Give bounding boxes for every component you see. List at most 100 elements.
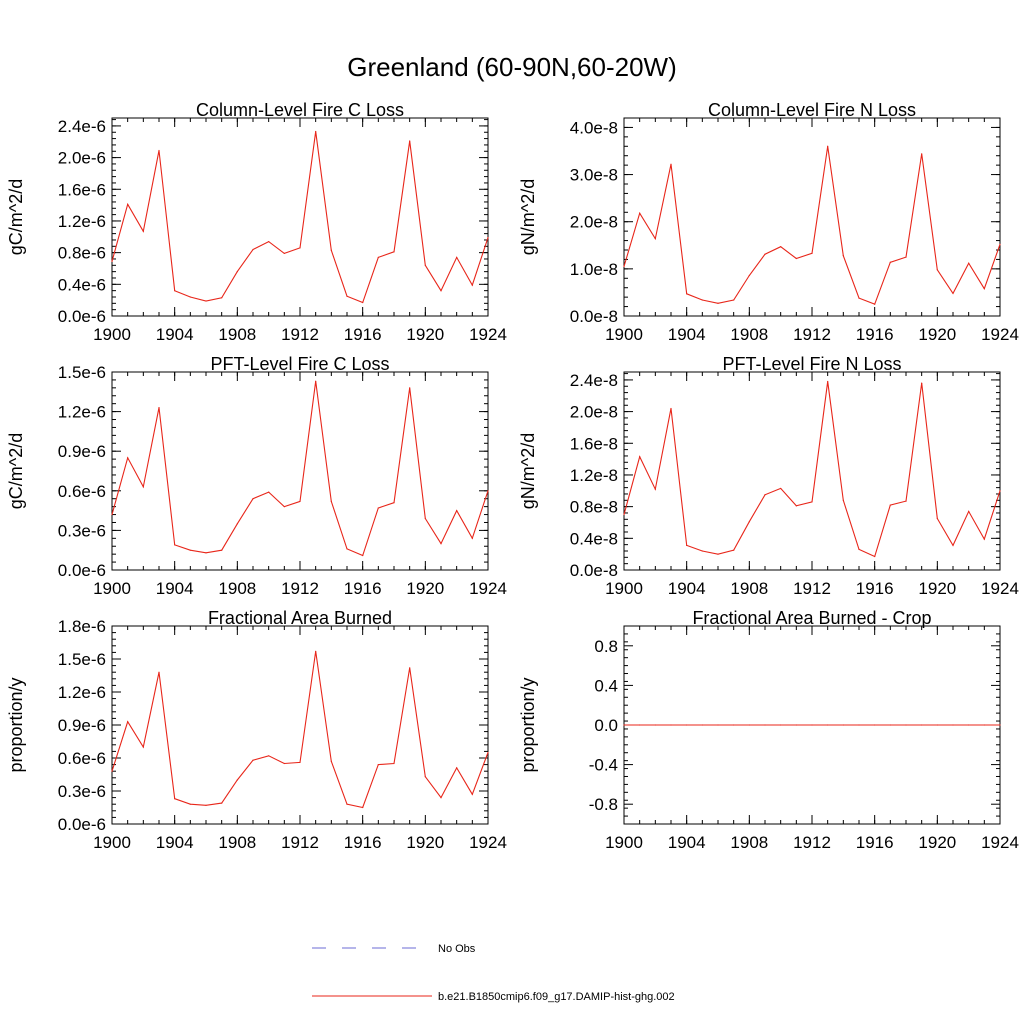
x-tick-label: 1924 xyxy=(469,579,507,598)
y-tick-label: 1.5e-6 xyxy=(58,650,106,669)
x-tick-label: 1924 xyxy=(981,325,1019,344)
data-point xyxy=(487,236,489,239)
data-point xyxy=(905,256,907,258)
data-point xyxy=(315,650,317,652)
data-point xyxy=(827,145,829,147)
y-axis-label: gC/m^2/d xyxy=(6,433,26,509)
data-point xyxy=(424,264,426,266)
y-tick-label: 0.3e-6 xyxy=(58,782,106,801)
x-tick-label: 1908 xyxy=(218,579,256,598)
y-tick-label: 2.0e-8 xyxy=(570,403,618,422)
y-tick-label: 1.0e-8 xyxy=(570,260,618,279)
data-point xyxy=(142,230,144,232)
data-point xyxy=(780,246,782,248)
data-point xyxy=(111,770,113,772)
data-point xyxy=(409,140,411,142)
y-tick-label: 0.0e-6 xyxy=(58,307,106,326)
series-line xyxy=(623,146,1001,305)
data-point xyxy=(393,502,395,504)
data-point xyxy=(889,504,891,506)
data-point xyxy=(842,255,844,257)
x-tick-label: 1916 xyxy=(344,833,382,852)
data-point xyxy=(889,261,891,263)
data-point xyxy=(921,153,923,155)
x-tick-label: 1904 xyxy=(668,325,706,344)
y-tick-label: 1.8e-6 xyxy=(58,617,106,636)
data-point xyxy=(764,724,766,726)
panel-title: PFT-Level Fire N Loss xyxy=(722,354,901,374)
data-point xyxy=(471,537,473,539)
data-point xyxy=(968,510,970,512)
data-point xyxy=(456,767,458,769)
data-point xyxy=(362,806,364,809)
data-point xyxy=(670,407,672,410)
data-point xyxy=(701,724,703,726)
data-point xyxy=(921,382,923,384)
data-point xyxy=(623,513,625,516)
panel-title: PFT-Level Fire C Loss xyxy=(210,354,389,374)
x-tick-label: 1924 xyxy=(981,833,1019,852)
data-point xyxy=(733,549,735,551)
x-tick-label: 1916 xyxy=(856,325,894,344)
data-point xyxy=(236,271,238,273)
data-point xyxy=(409,667,411,669)
data-point xyxy=(827,724,829,726)
data-point xyxy=(377,507,379,509)
data-point xyxy=(623,724,625,726)
x-tick-label: 1908 xyxy=(218,833,256,852)
data-point xyxy=(780,487,782,490)
data-point xyxy=(409,387,411,389)
y-tick-label: 0.9e-6 xyxy=(58,442,106,461)
data-point xyxy=(471,793,473,795)
data-point xyxy=(111,260,113,262)
y-tick-label: 0.8e-6 xyxy=(58,244,106,263)
data-point xyxy=(158,407,160,409)
data-point xyxy=(936,517,938,520)
data-point xyxy=(221,297,223,299)
data-point xyxy=(299,247,301,249)
panel-6: Fractional Area Burned - Crop proportion/… xyxy=(518,608,1019,852)
y-tick-label: 1.2e-6 xyxy=(58,683,106,702)
x-tick-label: 1920 xyxy=(406,579,444,598)
y-axis-label: gN/m^2/d xyxy=(518,179,538,255)
data-point xyxy=(701,299,703,301)
data-point xyxy=(905,724,907,726)
y-tick-label: 0.0e-8 xyxy=(570,561,618,580)
y-tick-label: 0.4 xyxy=(594,676,618,695)
data-point xyxy=(330,760,332,762)
data-point xyxy=(670,724,672,726)
y-tick-label: 0.4e-8 xyxy=(570,529,618,548)
panel-4: PFT-Level Fire N Loss gN/m^2/d 1900 1904 190… xyxy=(518,354,1019,598)
data-point xyxy=(346,548,348,550)
data-point xyxy=(393,251,395,253)
x-tick-label: 1924 xyxy=(469,833,507,852)
legend: No Obs b.e21.B1850cmip6.f09_g17.DAMIP-his… xyxy=(312,943,675,1003)
data-point xyxy=(795,505,797,507)
data-point xyxy=(874,303,876,305)
data-point xyxy=(639,212,641,214)
series-line xyxy=(111,651,489,809)
data-point xyxy=(142,746,144,748)
y-tick-label: 0.0e-8 xyxy=(570,307,618,326)
data-point xyxy=(268,755,270,757)
data-point xyxy=(811,724,813,726)
y-tick-label: 0.8 xyxy=(594,637,618,656)
series-line xyxy=(111,131,489,304)
data-point xyxy=(999,490,1001,492)
data-point xyxy=(983,724,985,726)
data-point xyxy=(936,269,938,271)
y-tick-label: 3.0e-8 xyxy=(570,166,618,185)
data-point xyxy=(283,506,285,508)
y-tick-label: 1.6e-6 xyxy=(58,180,106,199)
data-point xyxy=(299,500,301,502)
data-point xyxy=(487,751,489,754)
series-line xyxy=(111,381,489,557)
data-point xyxy=(440,543,442,545)
data-point xyxy=(717,724,719,726)
data-point xyxy=(252,759,254,761)
y-tick-label: 0.6e-6 xyxy=(58,482,106,501)
data-point xyxy=(346,295,348,297)
y-tick-label: 1.6e-8 xyxy=(570,434,618,453)
data-point xyxy=(127,457,129,459)
data-point xyxy=(377,256,379,258)
